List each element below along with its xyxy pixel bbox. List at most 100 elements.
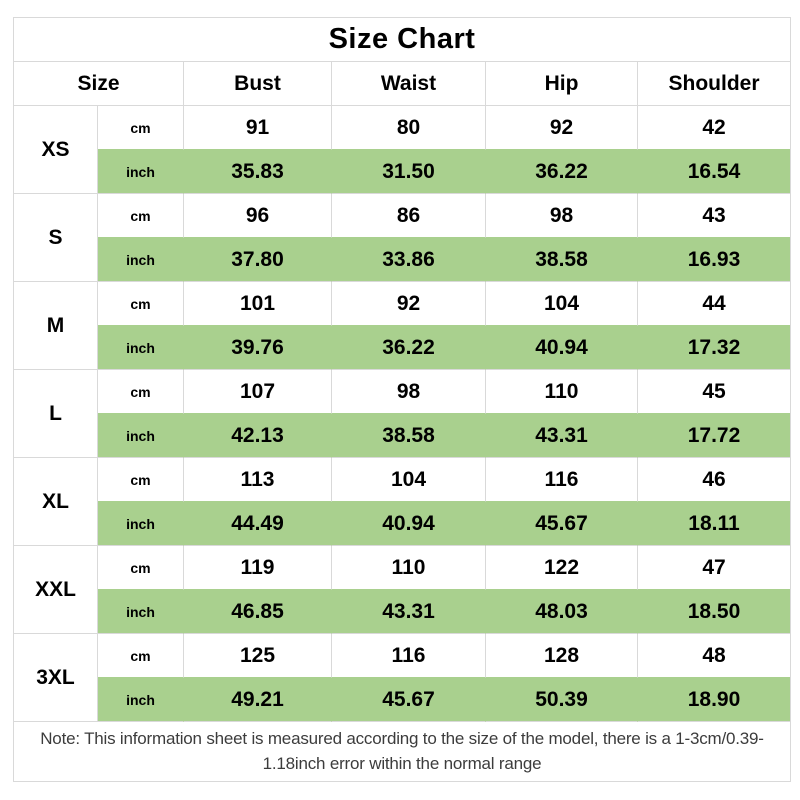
m-waist-cm: 92 xyxy=(332,282,486,326)
unit-label-inch: inch xyxy=(98,150,184,194)
3xl-hip-cm: 128 xyxy=(486,634,638,678)
xxl-shoulder-inch: 18.50 xyxy=(638,590,791,634)
row-xl-cm: XL cm 113 104 116 46 xyxy=(14,458,791,546)
3xl-shoulder-inch: 18.90 xyxy=(638,678,791,722)
xl-hip-cm: 116 xyxy=(486,458,638,502)
unit-label-cm: cm xyxy=(98,634,184,678)
row-xxl-inch: inch 46.85 43.31 48.03 18.50 xyxy=(14,590,791,634)
row-l-inch: inch 42.13 38.58 43.31 17.72 xyxy=(14,414,791,458)
xl-shoulder-inch: 18.11 xyxy=(638,502,791,546)
unit-label-cm: cm xyxy=(98,194,184,238)
3xl-waist-cm: 116 xyxy=(332,634,486,678)
m-bust-inch: 39.76 xyxy=(184,326,332,370)
l-hip-cm: 110 xyxy=(486,370,638,414)
xl-bust-cm: 113 xyxy=(184,458,332,502)
m-shoulder-inch: 17.32 xyxy=(638,326,791,370)
s-waist-inch: 33.86 xyxy=(332,238,486,282)
unit-label-inch: inch xyxy=(98,238,184,282)
xxl-bust-cm: 119 xyxy=(184,546,332,590)
unit-label-cm: cm xyxy=(98,370,184,414)
s-waist-cm: 86 xyxy=(332,194,486,238)
xs-bust-cm: 91 xyxy=(184,106,332,150)
xs-hip-cm: 92 xyxy=(486,106,638,150)
size-label-xs: XS xyxy=(14,106,98,194)
m-waist-inch: 36.22 xyxy=(332,326,486,370)
l-waist-cm: 98 xyxy=(332,370,486,414)
s-bust-cm: 96 xyxy=(184,194,332,238)
xs-shoulder-inch: 16.54 xyxy=(638,150,791,194)
xl-waist-cm: 104 xyxy=(332,458,486,502)
xxl-waist-inch: 43.31 xyxy=(332,590,486,634)
m-hip-cm: 104 xyxy=(486,282,638,326)
unit-label-cm: cm xyxy=(98,458,184,502)
xs-hip-inch: 36.22 xyxy=(486,150,638,194)
unit-label-inch: inch xyxy=(98,502,184,546)
l-hip-inch: 43.31 xyxy=(486,414,638,458)
m-shoulder-cm: 44 xyxy=(638,282,791,326)
s-hip-inch: 38.58 xyxy=(486,238,638,282)
header-row: Size Bust Waist Hip Shoulder xyxy=(14,62,791,106)
m-hip-inch: 40.94 xyxy=(486,326,638,370)
row-m-inch: inch 39.76 36.22 40.94 17.32 xyxy=(14,326,791,370)
column-header-bust: Bust xyxy=(184,62,332,106)
column-header-size: Size xyxy=(14,62,184,106)
l-bust-cm: 107 xyxy=(184,370,332,414)
l-shoulder-inch: 17.72 xyxy=(638,414,791,458)
size-label-xxl: XXL xyxy=(14,546,98,634)
xs-waist-inch: 31.50 xyxy=(332,150,486,194)
row-3xl-cm: 3XL cm 125 116 128 48 xyxy=(14,634,791,722)
3xl-waist-inch: 45.67 xyxy=(332,678,486,722)
xxl-hip-inch: 48.03 xyxy=(486,590,638,634)
l-bust-inch: 42.13 xyxy=(184,414,332,458)
l-shoulder-cm: 45 xyxy=(638,370,791,414)
row-xs-inch: inch 35.83 31.50 36.22 16.54 xyxy=(14,150,791,194)
column-header-shoulder: Shoulder xyxy=(638,62,791,106)
unit-label-inch: inch xyxy=(98,590,184,634)
column-header-hip: Hip xyxy=(486,62,638,106)
unit-label-cm: cm xyxy=(98,282,184,326)
xxl-shoulder-cm: 47 xyxy=(638,546,791,590)
unit-label-inch: inch xyxy=(98,326,184,370)
l-waist-inch: 38.58 xyxy=(332,414,486,458)
size-label-3xl: 3XL xyxy=(14,634,98,722)
row-s-inch: inch 37.80 33.86 38.58 16.93 xyxy=(14,238,791,282)
xl-hip-inch: 45.67 xyxy=(486,502,638,546)
3xl-hip-inch: 50.39 xyxy=(486,678,638,722)
row-l-cm: L cm 107 98 110 45 xyxy=(14,370,791,458)
xl-waist-inch: 40.94 xyxy=(332,502,486,546)
unit-label-cm: cm xyxy=(98,546,184,590)
row-s-cm: S cm 96 86 98 43 xyxy=(14,194,791,282)
3xl-shoulder-cm: 48 xyxy=(638,634,791,678)
note-row: Note: This information sheet is measured… xyxy=(14,722,790,781)
row-3xl-inch: inch 49.21 45.67 50.39 18.90 xyxy=(14,678,791,722)
size-label-s: S xyxy=(14,194,98,282)
xs-waist-cm: 80 xyxy=(332,106,486,150)
xxl-hip-cm: 122 xyxy=(486,546,638,590)
row-xl-inch: inch 44.49 40.94 45.67 18.11 xyxy=(14,502,791,546)
s-hip-cm: 98 xyxy=(486,194,638,238)
xxl-waist-cm: 110 xyxy=(332,546,486,590)
unit-label-cm: cm xyxy=(98,106,184,150)
unit-label-inch: inch xyxy=(98,414,184,458)
size-chart-table: Size Chart Size Bust Waist Hip Shoulder … xyxy=(13,17,792,782)
xs-bust-inch: 35.83 xyxy=(184,150,332,194)
row-xxl-cm: XXL cm 119 110 122 47 xyxy=(14,546,791,634)
page-title: Size Chart xyxy=(14,18,791,62)
size-label-m: M xyxy=(14,282,98,370)
row-m-cm: M cm 101 92 104 44 xyxy=(14,282,791,370)
s-shoulder-inch: 16.93 xyxy=(638,238,791,282)
xl-shoulder-cm: 46 xyxy=(638,458,791,502)
title-row: Size Chart xyxy=(14,18,791,62)
xl-bust-inch: 44.49 xyxy=(184,502,332,546)
size-label-l: L xyxy=(14,370,98,458)
s-bust-inch: 37.80 xyxy=(184,238,332,282)
measurement-note: Note: This information sheet is measured… xyxy=(40,728,764,773)
column-header-waist: Waist xyxy=(332,62,486,106)
row-xs-cm: XS cm 91 80 92 42 xyxy=(14,106,791,194)
m-bust-cm: 101 xyxy=(184,282,332,326)
3xl-bust-cm: 125 xyxy=(184,634,332,678)
unit-label-inch: inch xyxy=(98,678,184,722)
size-label-xl: XL xyxy=(14,458,98,546)
3xl-bust-inch: 49.21 xyxy=(184,678,332,722)
